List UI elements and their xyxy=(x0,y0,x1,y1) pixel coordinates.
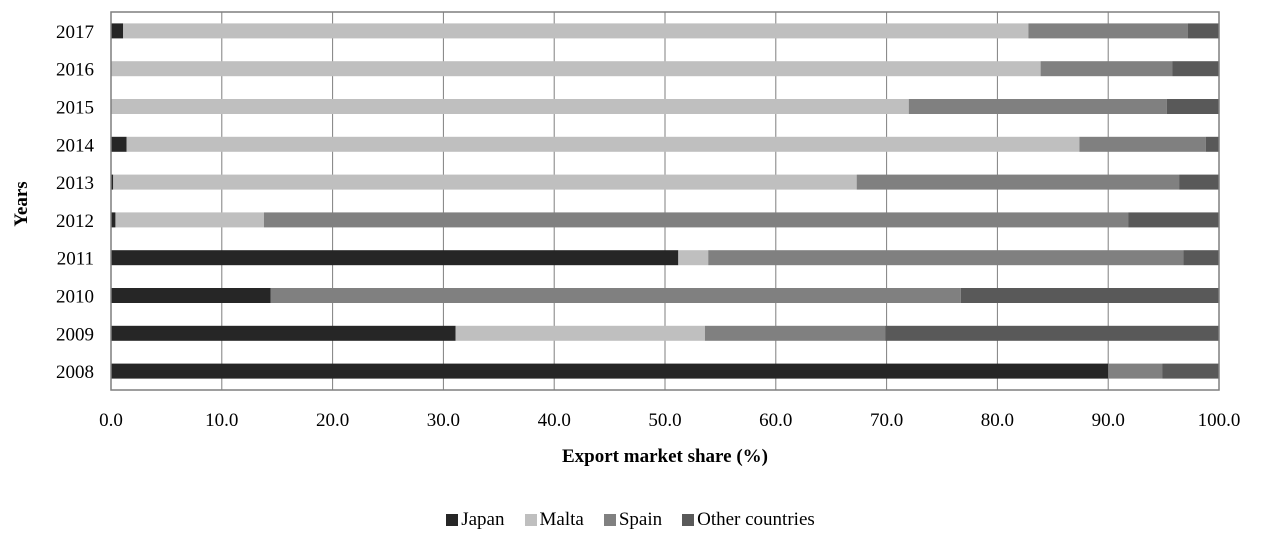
bar-segment-malta-2016 xyxy=(111,61,1041,77)
bar-segment-japan-2013 xyxy=(111,174,114,190)
bar-segment-malta-2015 xyxy=(111,99,909,114)
y-tick-label: 2014 xyxy=(56,135,95,156)
x-tick-label: 20.0 xyxy=(316,410,349,431)
legend-swatch xyxy=(446,514,459,526)
x-tick-label: 10.0 xyxy=(205,410,238,431)
legend-swatch xyxy=(603,514,616,526)
bar-segment-spain-2012 xyxy=(263,212,1129,228)
bar-segment-japan-2012 xyxy=(111,212,116,228)
x-tick-label: 60.0 xyxy=(759,410,792,431)
bar-segment-other-countries-2011 xyxy=(1183,250,1219,266)
x-tick-label: 100.0 xyxy=(1198,410,1241,431)
bar-segment-malta-2014 xyxy=(126,136,1080,152)
legend-item-other-countries: Other countries xyxy=(682,509,815,531)
bar-segment-spain-2010 xyxy=(270,288,961,303)
y-tick-label: 2012 xyxy=(56,211,94,232)
bar-segment-other-countries-2009 xyxy=(885,325,1219,341)
bar-segment-japan-2009 xyxy=(111,325,456,341)
legend-item-malta: Malta xyxy=(524,509,584,531)
bar-segment-japan-2010 xyxy=(111,288,271,303)
y-tick-label: 2017 xyxy=(56,22,94,43)
y-tick-label: 2016 xyxy=(56,60,94,81)
bar-segment-japan-2008 xyxy=(111,363,1109,379)
bar-segment-japan-2014 xyxy=(111,136,127,152)
y-tick-label: 2013 xyxy=(56,173,94,194)
bar-segment-other-countries-2012 xyxy=(1128,212,1219,228)
y-tick-label: 2009 xyxy=(56,324,94,345)
bar-segment-spain-2008 xyxy=(1108,363,1163,379)
legend-label: Malta xyxy=(539,509,584,530)
y-tick-label: 2008 xyxy=(56,362,94,383)
plot-frame xyxy=(110,11,1220,391)
bar-segment-other-countries-2008 xyxy=(1162,363,1219,379)
y-tick-label: 2015 xyxy=(56,98,94,119)
x-tick-label: 70.0 xyxy=(870,410,903,431)
bar-segment-spain-2017 xyxy=(1028,23,1188,39)
bar-segment-spain-2013 xyxy=(856,174,1180,190)
bar-segment-malta-2017 xyxy=(123,23,1029,39)
bar-segment-other-countries-2010 xyxy=(960,288,1219,303)
legend-item-spain: Spain xyxy=(603,509,663,531)
x-tick-label: 30.0 xyxy=(427,410,460,431)
bar-segment-malta-2013 xyxy=(113,174,857,190)
legend-label: Spain xyxy=(618,509,663,530)
chart: 2017 2016 2015 2014 2013 2012 2011 2010 2009 2008… xyxy=(11,11,1240,467)
legend-item-japan: Japan xyxy=(446,509,505,531)
x-tick-label: 90.0 xyxy=(1092,410,1125,431)
legend-label: Japan xyxy=(461,509,505,530)
bar-segment-other-countries-2013 xyxy=(1179,174,1219,190)
bar-segment-japan-2011 xyxy=(111,250,679,266)
legend: Japan Malta Spain Other countries xyxy=(0,509,1261,531)
y-tick-labels: 2017 2016 2015 2014 2013 2012 2011 2010 2009 2008 xyxy=(56,22,95,383)
bar-segment-spain-2015 xyxy=(908,99,1167,114)
bar-segment-other-countries-2017 xyxy=(1187,23,1219,39)
bar-segment-spain-2014 xyxy=(1079,136,1206,152)
legend-label: Other countries xyxy=(697,509,815,530)
x-tick-labels: 0.0 10.0 20.0 30.0 40.0 50.0 60.0 70.0 80.0 90.0 1… xyxy=(99,410,1240,431)
bar-segment-japan-2017 xyxy=(111,23,124,39)
x-axis-title: Export market share (%) xyxy=(562,446,768,467)
legend-swatch xyxy=(682,514,695,526)
x-tick-label: 0.0 xyxy=(99,410,123,431)
bar-segment-malta-2012 xyxy=(115,212,264,228)
bar-segment-spain-2016 xyxy=(1040,61,1173,77)
bar-segment-other-countries-2016 xyxy=(1172,61,1219,77)
y-tick-label: 2011 xyxy=(57,249,94,270)
bar-segment-spain-2011 xyxy=(708,250,1184,266)
x-tick-label: 80.0 xyxy=(981,410,1014,431)
bars xyxy=(111,23,1219,379)
bar-segment-malta-2011 xyxy=(678,250,709,266)
bar-segment-other-countries-2015 xyxy=(1166,99,1219,114)
bar-segment-other-countries-2014 xyxy=(1205,136,1219,152)
legend-swatch xyxy=(524,514,537,526)
x-tick-label: 40.0 xyxy=(538,410,571,431)
y-axis-title: Years xyxy=(11,181,32,226)
y-tick-label: 2010 xyxy=(56,287,94,308)
x-tick-label: 50.0 xyxy=(648,410,681,431)
bar-segment-spain-2009 xyxy=(704,325,886,341)
bar-segment-malta-2009 xyxy=(455,325,705,341)
